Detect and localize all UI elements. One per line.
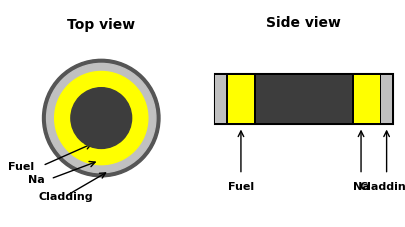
Circle shape: [47, 64, 156, 173]
Text: Top view: Top view: [67, 18, 135, 32]
Circle shape: [55, 72, 148, 165]
Bar: [215, 75, 393, 125]
Bar: [354, 76, 379, 124]
Text: Na: Na: [353, 182, 369, 192]
Text: Cladding: Cladding: [359, 182, 405, 192]
Text: Side view: Side view: [266, 16, 341, 30]
Text: Na: Na: [28, 174, 45, 184]
Text: Cladding: Cladding: [38, 191, 93, 201]
Bar: [215, 76, 226, 124]
Text: Fuel: Fuel: [228, 182, 254, 192]
Bar: [381, 76, 392, 124]
Circle shape: [43, 60, 160, 177]
Text: Fuel: Fuel: [8, 161, 34, 171]
Bar: [228, 76, 254, 124]
Bar: [256, 76, 352, 124]
Circle shape: [71, 88, 132, 149]
